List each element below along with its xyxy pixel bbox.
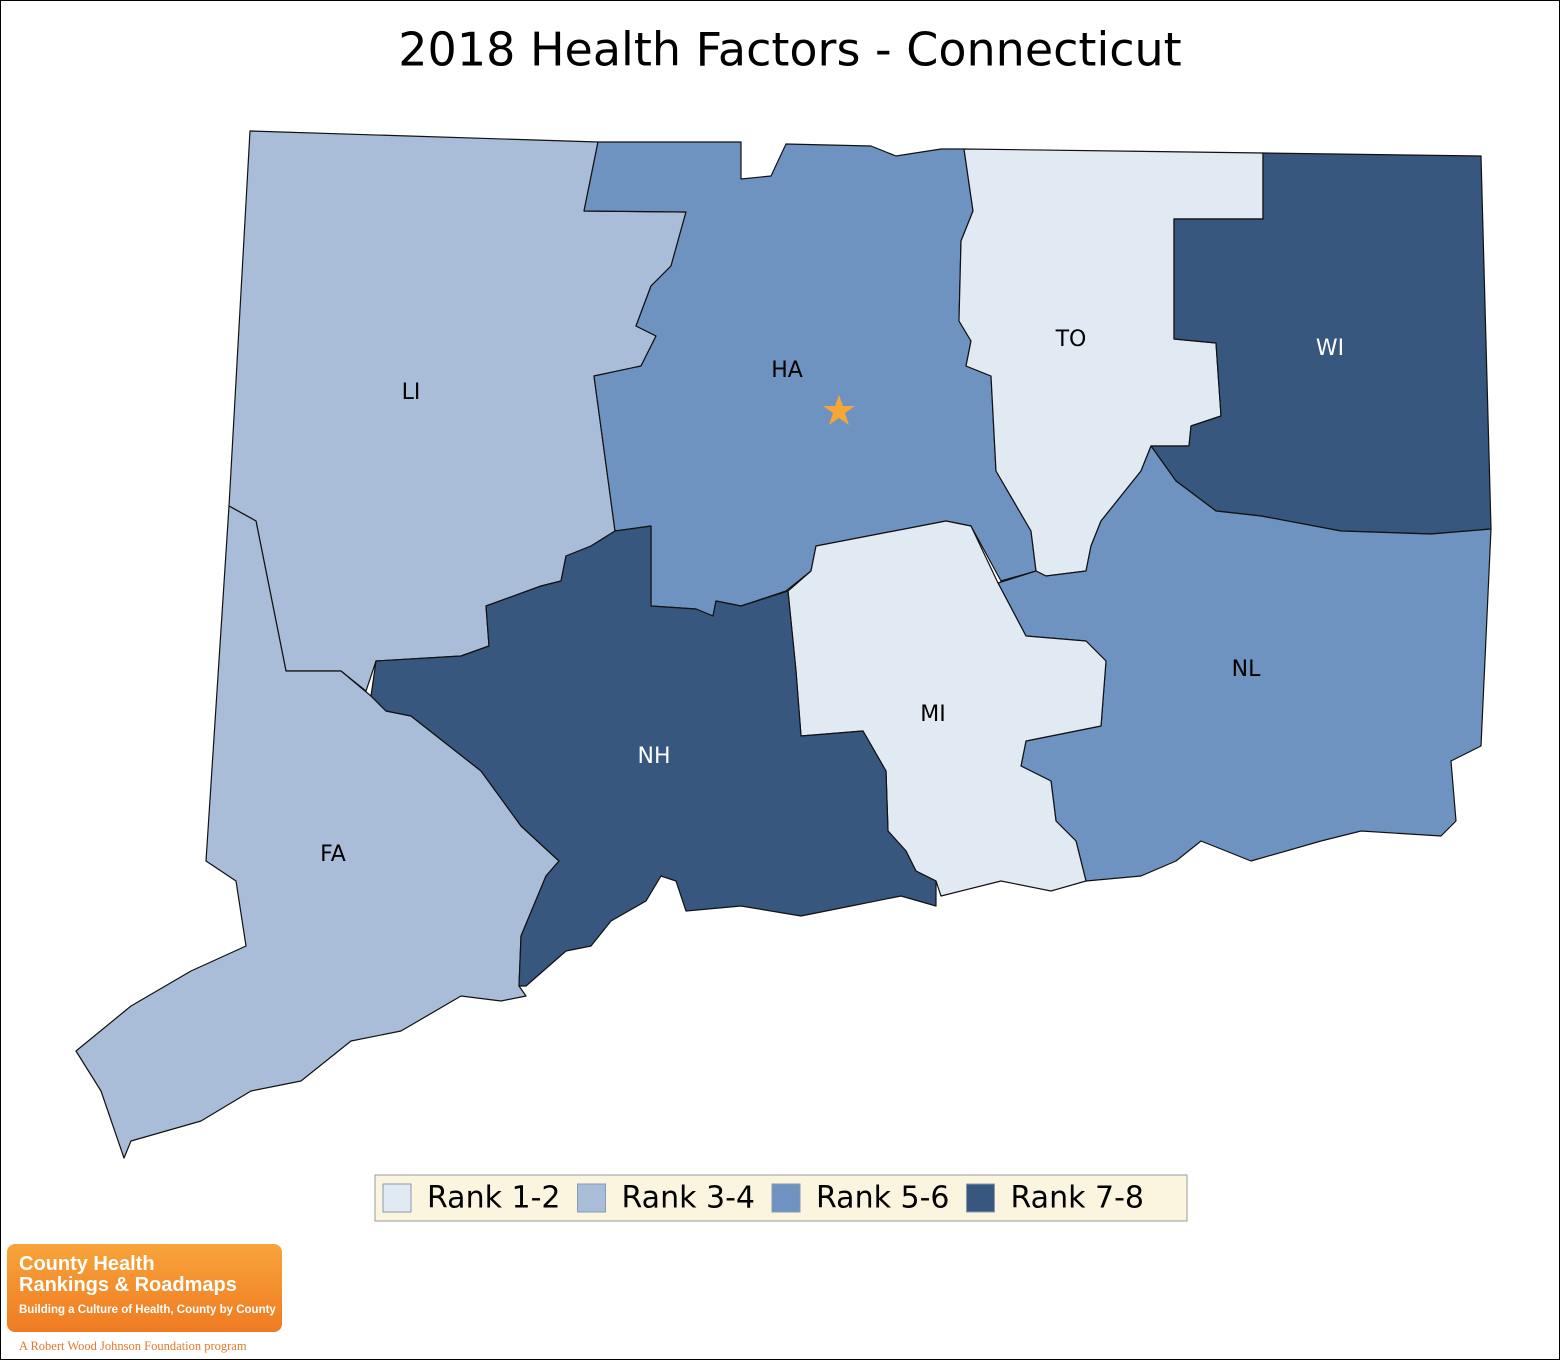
legend-label: Rank 7-8 [1011, 1181, 1145, 1216]
county-label: NH [638, 744, 671, 769]
logo-line: County Health [19, 1253, 155, 1275]
logo-footer: A Robert Wood Johnson Foundation program [19, 1339, 247, 1353]
legend-label: Rank 5-6 [816, 1181, 950, 1216]
capital-star [823, 395, 855, 425]
county-label: LI [402, 380, 421, 405]
logo: County Health Rankings & Roadmaps Buildin… [7, 1244, 282, 1332]
legend-swatch [382, 1183, 412, 1213]
legend-swatch [771, 1183, 801, 1213]
legend-swatch [966, 1183, 995, 1213]
county-label: NL [1232, 657, 1261, 682]
county [370, 525, 937, 987]
logo-tagline: Building a Culture of Health, County by … [19, 1304, 276, 1316]
logo-line: Rankings & Roadmaps [19, 1274, 237, 1296]
county-label: TO [1055, 327, 1087, 352]
map-title: 2018 Health Factors - Connecticut [398, 23, 1181, 77]
legend-label: Rank 3-4 [622, 1181, 756, 1216]
county-label: WI [1316, 336, 1344, 361]
legend-label: Rank 1-2 [427, 1181, 561, 1216]
county-label: FA [320, 842, 346, 867]
county-label: HA [771, 358, 803, 383]
legend-swatch [577, 1183, 606, 1213]
county-label: MI [920, 702, 945, 727]
